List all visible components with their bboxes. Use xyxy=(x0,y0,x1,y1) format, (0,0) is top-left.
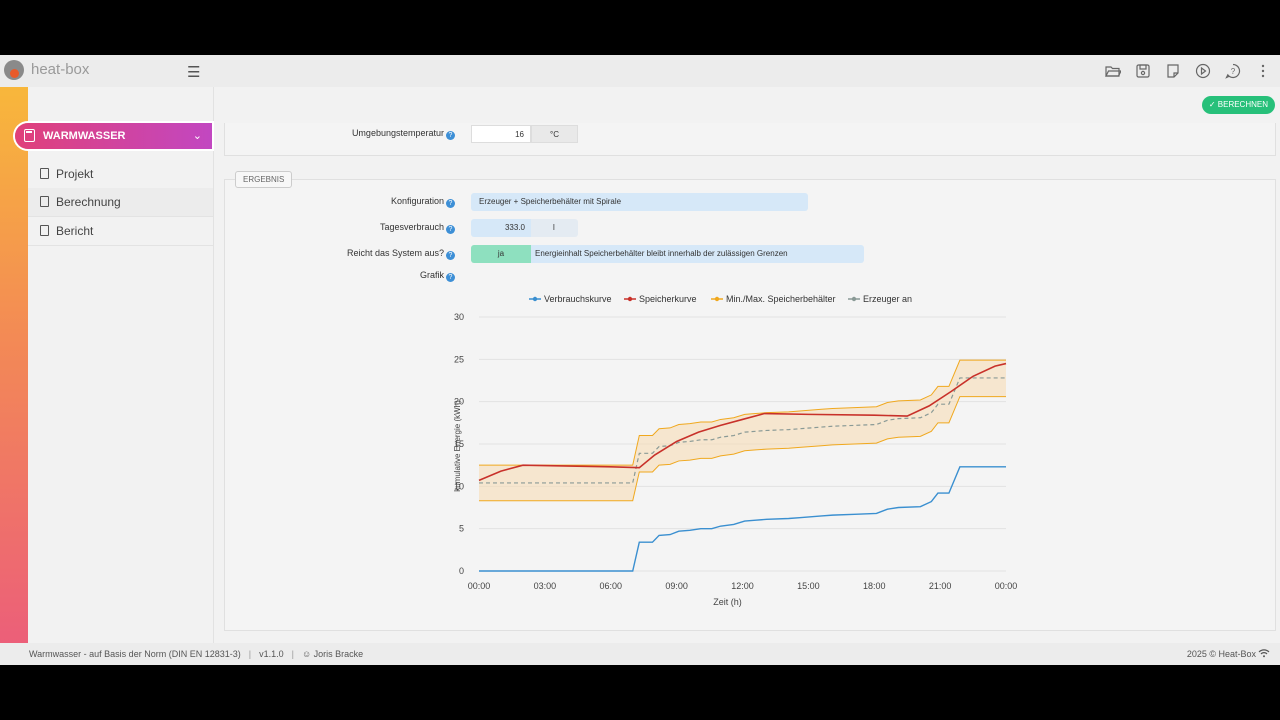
help-icon[interactable]: ? xyxy=(446,199,455,208)
x-tick-label: 18:00 xyxy=(863,581,886,591)
sidebar-accent-strip xyxy=(0,87,28,643)
storage-line xyxy=(478,362,1007,482)
max-storage-line xyxy=(479,359,1006,466)
sidebar-section-warmwasser[interactable]: WARMWASSER ⌄ xyxy=(15,123,212,149)
y-tick-label: 20 xyxy=(454,397,464,407)
calculator-icon xyxy=(24,129,35,142)
min-storage-line xyxy=(479,396,1006,502)
check-icon: ✓ xyxy=(1208,100,1216,109)
x-tick-label: 15:00 xyxy=(797,581,820,591)
x-tick-label: 00:00 xyxy=(995,581,1018,591)
x-axis-label: Zeit (h) xyxy=(713,597,742,607)
ambient-temperature-unit: °C xyxy=(531,125,578,143)
graph-row: Grafik? xyxy=(214,267,1280,285)
brand-name: heat-box xyxy=(31,61,90,78)
graph-label: Grafik? xyxy=(420,270,455,282)
y-tick-label: 5 xyxy=(459,524,464,534)
footer-user: Joris Bracke xyxy=(313,649,364,659)
toolbar: ? xyxy=(1104,62,1272,80)
y-tick-label: 25 xyxy=(454,354,464,364)
legend-label: Verbrauchskurve xyxy=(544,294,612,304)
help-icon[interactable]: ? xyxy=(446,273,455,282)
legend-label: Erzeuger an xyxy=(863,294,912,304)
ambient-temperature-row: Umgebungstemperatur? 16 °C xyxy=(214,125,1280,143)
y-tick-label: 30 xyxy=(454,312,464,322)
y-tick-label: 10 xyxy=(454,481,464,491)
legend-marker xyxy=(851,296,857,302)
play-icon[interactable] xyxy=(1194,62,1212,80)
x-tick-label: 06:00 xyxy=(599,581,622,591)
legend-marker xyxy=(532,296,538,302)
save-icon[interactable] xyxy=(1134,62,1152,80)
sidebar: WARMWASSER ⌄ Projekt Berechnung Bericht xyxy=(15,87,214,643)
daily-consumption-value: 333.0 xyxy=(471,219,531,237)
ambient-temperature-label: Umgebungstemperatur? xyxy=(352,128,455,140)
legend-label: Min./Max. Speicherbehälter xyxy=(726,294,836,304)
svg-text:?: ? xyxy=(1231,67,1236,76)
sidebar-item-label: Projekt xyxy=(56,167,94,181)
calculate-button-label: BERECHNEN xyxy=(1217,100,1268,109)
result-tab[interactable]: ERGEBNIS xyxy=(235,171,293,188)
system-sufficient-label: Reicht das System aus?? xyxy=(347,248,455,260)
help-icon[interactable]: ? xyxy=(446,131,455,140)
top-bar: heat-box ☰ ? xyxy=(0,55,1280,88)
y-tick-label: 0 xyxy=(459,566,464,576)
x-tick-label: 21:00 xyxy=(929,581,952,591)
y-axis-label: kumulative Energie (kWh) xyxy=(453,400,462,492)
more-vertical-icon[interactable] xyxy=(1254,62,1272,80)
consumption-line xyxy=(479,466,1006,572)
configuration-label: Konfiguration? xyxy=(391,196,455,208)
sidebar-item-projekt[interactable]: Projekt xyxy=(28,160,213,189)
x-tick-label: 00:00 xyxy=(468,581,491,591)
footer-info: Warmwasser - auf Basis der Norm (DIN EN … xyxy=(29,649,364,659)
system-sufficient-row: Reicht das System aus?? ja Energieinhalt… xyxy=(214,245,1280,263)
folder-open-icon[interactable] xyxy=(1104,62,1122,80)
daily-consumption-unit: l xyxy=(531,219,578,237)
sidebar-item-label: Bericht xyxy=(56,224,94,238)
footer-title: Warmwasser - auf Basis der Norm (DIN EN … xyxy=(29,649,241,659)
system-sufficient-badge: ja xyxy=(471,245,531,263)
configuration-value: Erzeuger + Speicherbehälter mit Spirale xyxy=(471,193,808,211)
system-sufficient-text: Energieinhalt Speicherbehälter bleibt in… xyxy=(531,245,864,263)
wifi-icon xyxy=(1258,648,1270,660)
help-icon[interactable]: ? xyxy=(1224,62,1242,80)
y-tick-label: 15 xyxy=(454,439,464,449)
help-icon[interactable]: ? xyxy=(446,251,455,260)
footer-copyright: 2025 © Heat-Box xyxy=(1186,649,1256,659)
input-panel xyxy=(224,123,1276,156)
menu-toggle-icon[interactable]: ☰ xyxy=(187,64,201,81)
legend-label: Speicherkurve xyxy=(639,294,697,304)
x-tick-label: 09:00 xyxy=(665,581,688,591)
sidebar-item-label: Berechnung xyxy=(56,195,121,209)
app-window: heat-box ☰ ? WARM xyxy=(0,55,1280,665)
chevron-down-icon: ⌄ xyxy=(192,130,202,142)
x-tick-label: 12:00 xyxy=(731,581,754,591)
generator-on-line xyxy=(479,377,1006,484)
notes-icon[interactable] xyxy=(1164,62,1182,80)
report-icon xyxy=(40,225,49,236)
ambient-temperature-input[interactable]: 16 xyxy=(471,125,531,143)
daily-consumption-row: Tagesverbrauch? 333.0 l xyxy=(214,219,1280,237)
legend-marker xyxy=(627,296,633,302)
legend-marker xyxy=(714,296,720,302)
footer-version: v1.1.0 xyxy=(259,649,284,659)
user-icon: ☺ xyxy=(301,649,312,659)
status-bar: Warmwasser - auf Basis der Norm (DIN EN … xyxy=(0,643,1280,665)
min-max-band xyxy=(479,360,1006,501)
configuration-row: Konfiguration? Erzeuger + Speicherbehält… xyxy=(214,193,1280,211)
sidebar-section-label: WARMWASSER xyxy=(43,130,126,142)
help-icon[interactable]: ? xyxy=(446,225,455,234)
sidebar-item-bericht[interactable]: Bericht xyxy=(28,217,213,246)
project-icon xyxy=(40,168,49,179)
sidebar-item-berechnung[interactable]: Berechnung xyxy=(28,188,213,217)
calculator-icon xyxy=(40,196,49,207)
main-content: ✓ BERECHNEN Umgebungstemperatur? 16 °C E… xyxy=(214,87,1280,643)
energy-chart: 0 5 10 15 20 25 30 00:00 03:00 06:00 09:00 12:00 15:… xyxy=(453,294,1018,607)
x-tick-label: 03:00 xyxy=(534,581,557,591)
heatbox-logo xyxy=(4,60,24,80)
daily-consumption-label: Tagesverbrauch? xyxy=(380,222,455,234)
calculate-button[interactable]: ✓ BERECHNEN xyxy=(1201,96,1275,114)
